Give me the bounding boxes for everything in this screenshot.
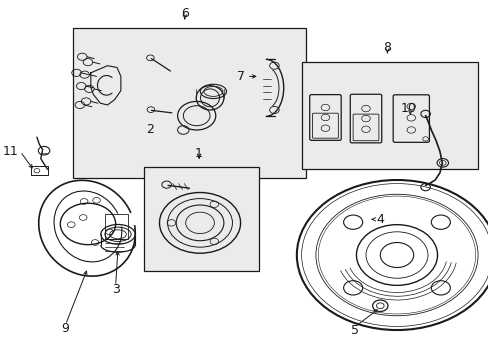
Bar bbox=[104, 214, 128, 239]
Text: 9: 9 bbox=[61, 322, 69, 335]
Text: 3: 3 bbox=[111, 283, 119, 296]
Bar bbox=[73, 28, 306, 178]
Text: 1: 1 bbox=[195, 147, 203, 160]
Bar bbox=[31, 166, 48, 175]
Text: 10: 10 bbox=[400, 102, 416, 115]
Bar bbox=[144, 167, 258, 271]
Text: 11: 11 bbox=[3, 145, 19, 158]
Bar bbox=[301, 62, 477, 169]
Text: 7: 7 bbox=[237, 70, 245, 83]
Text: 8: 8 bbox=[383, 41, 391, 54]
Text: 4: 4 bbox=[375, 213, 383, 226]
Text: 5: 5 bbox=[350, 324, 358, 337]
Text: 6: 6 bbox=[181, 8, 188, 21]
Text: 2: 2 bbox=[145, 123, 153, 136]
